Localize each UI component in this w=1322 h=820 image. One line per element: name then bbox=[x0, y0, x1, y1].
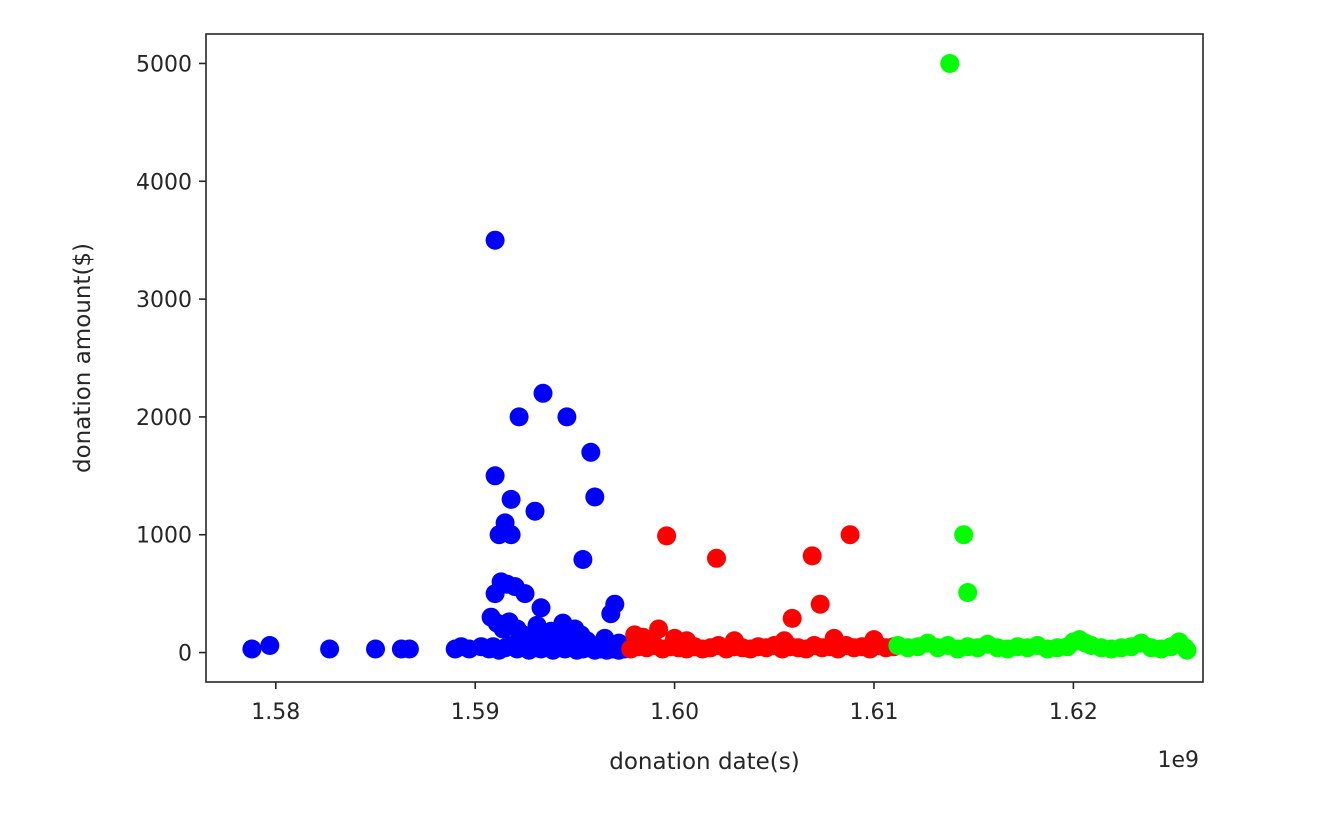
x-tick-label: 1.61 bbox=[849, 700, 898, 725]
x-tick-label: 1.59 bbox=[451, 700, 500, 725]
data-point-series-1-8 bbox=[649, 619, 669, 639]
y-tick-label: 0 bbox=[178, 642, 192, 667]
x-tick-label: 1.62 bbox=[1049, 700, 1098, 725]
data-point-series-0-19 bbox=[533, 383, 553, 403]
data-point-series-0-23 bbox=[573, 550, 593, 569]
data-point-series-0-18 bbox=[525, 501, 545, 521]
plot-frame bbox=[205, 33, 1204, 683]
data-point-series-1-2 bbox=[782, 608, 802, 628]
data-point-series-0-2 bbox=[320, 639, 340, 659]
data-point-series-1-1 bbox=[707, 548, 726, 568]
x-axis-offset-label: 1e9 bbox=[1157, 748, 1199, 773]
y-tick-label: 1000 bbox=[136, 524, 192, 549]
x-tick-label: 1.60 bbox=[650, 700, 699, 725]
y-axis-label: donation amount($) bbox=[70, 243, 96, 473]
x-axis-ticks: 1.58 1.59 1.60 1.61 1.62 bbox=[251, 682, 1098, 725]
data-point-series-2-1 bbox=[954, 525, 974, 545]
data-point-series-1-4 bbox=[810, 594, 830, 614]
data-point-series-0-12 bbox=[485, 466, 505, 486]
y-axis-ticks: 0 1000 2000 3000 4000 5000 bbox=[136, 52, 206, 667]
data-point-series-0-3 bbox=[366, 639, 385, 659]
data-point-series-2-0 bbox=[940, 54, 960, 73]
x-axis-label: donation date(s) bbox=[609, 749, 800, 775]
x-tick-label: 1.58 bbox=[251, 700, 300, 725]
data-point-series-0-11 bbox=[485, 230, 505, 250]
y-tick-label: 5000 bbox=[136, 52, 192, 77]
data-point-series-0-15 bbox=[501, 525, 521, 545]
y-tick-label: 3000 bbox=[136, 288, 192, 313]
data-point-series-0-22 bbox=[585, 487, 605, 507]
data-point-series-0-28 bbox=[515, 584, 535, 604]
data-point-series-2-2 bbox=[958, 583, 978, 602]
y-tick-label: 4000 bbox=[136, 170, 192, 195]
data-point-series-2-35 bbox=[1177, 640, 1197, 660]
data-point-series-1-3 bbox=[802, 546, 822, 566]
data-point-series-0-0 bbox=[242, 639, 262, 659]
data-point-series-0-1 bbox=[260, 636, 280, 655]
data-point-series-0-16 bbox=[501, 489, 521, 509]
data-point-series-0-20 bbox=[557, 407, 577, 427]
data-point-series-1-0 bbox=[657, 526, 677, 546]
data-point-series-1-5 bbox=[840, 525, 860, 545]
data-point-series-0-5 bbox=[399, 639, 419, 659]
data-point-series-0-21 bbox=[581, 442, 601, 462]
data-point-series-0-29 bbox=[531, 598, 551, 618]
data-point-series-0-17 bbox=[509, 407, 529, 427]
y-tick-label: 2000 bbox=[136, 406, 192, 431]
data-point-series-0-31 bbox=[601, 604, 621, 624]
data-points bbox=[242, 54, 1197, 660]
